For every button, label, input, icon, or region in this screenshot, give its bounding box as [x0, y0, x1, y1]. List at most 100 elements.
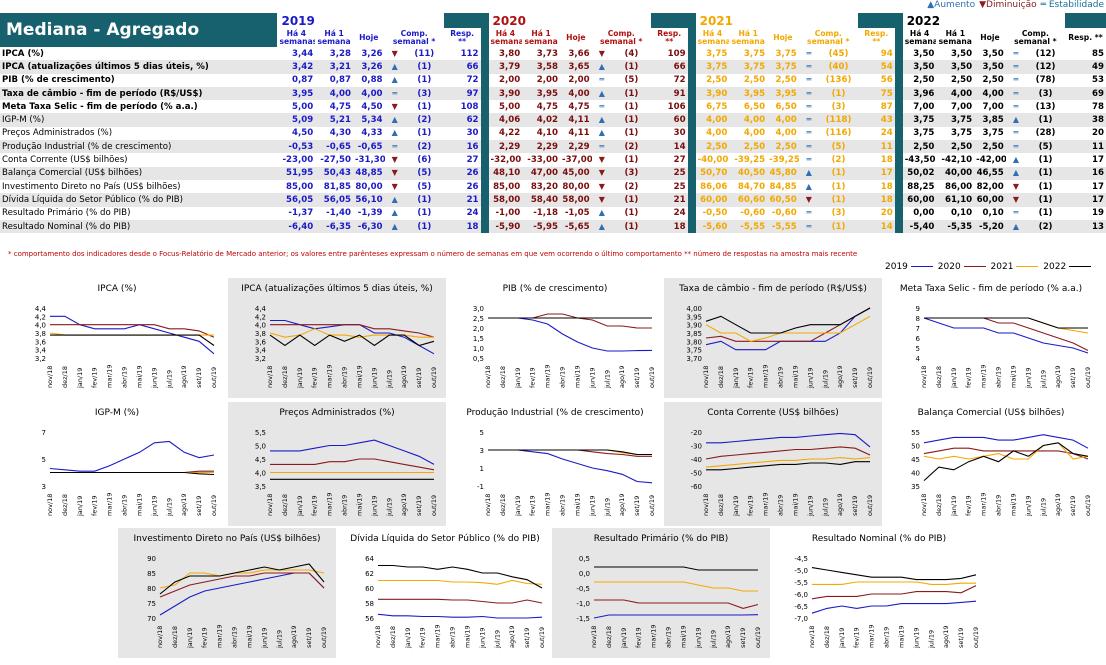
weeks-count: (1): [1038, 181, 1053, 192]
value-1w: 5,21: [329, 115, 351, 126]
responses: 72: [673, 75, 686, 86]
chart-title: IPCA (%): [97, 284, 137, 294]
trend-icon: ▲: [598, 115, 605, 125]
value-1w: -5,95: [533, 221, 558, 232]
y-tick-label: 3,70: [686, 355, 702, 363]
chart-title: IPCA (atualizações últimos 5 dias úteis,…: [241, 284, 433, 294]
value-4w: 50,70: [687, 166, 730, 180]
responses: 27: [466, 155, 479, 166]
weeks-count: (1): [624, 101, 639, 112]
x-tick-label: jan/19: [950, 496, 958, 517]
trend-icon: ▼: [805, 194, 812, 204]
responses: 14: [673, 141, 686, 152]
value-4w: 3,50: [894, 47, 937, 61]
series-line-2020: [924, 317, 1089, 351]
x-tick-label: out/19: [648, 367, 656, 388]
chart-8: Conta Corrente (US$ bilhões) -20 -30 -40 -50…: [664, 402, 882, 526]
legend-up: ▲Aumento: [927, 0, 976, 10]
legend-2019: 2019: [885, 262, 933, 272]
responses: 112: [460, 48, 479, 59]
value-4w: 48,10: [480, 166, 523, 180]
value-4w: 7,00: [894, 100, 937, 114]
value-today: 5,34: [361, 115, 383, 126]
series-line-2020: [159, 572, 325, 598]
col-header-h4: Há 4 semanas: [894, 28, 937, 47]
value-4w: -23,00: [282, 155, 314, 166]
value-4w: 6,75: [687, 100, 730, 114]
value-1w: -1,18: [533, 208, 558, 219]
value-1w: -0,60: [740, 208, 766, 219]
table-row: Dívida Líquida do Setor Público (% do PI…: [0, 193, 1106, 207]
value-1w: 7,00: [950, 101, 973, 112]
value-1w: 2,50: [950, 75, 973, 86]
legend-swatch: [1016, 266, 1039, 267]
value-1w: 4,00: [743, 115, 766, 126]
value-4w: 2,00: [480, 73, 523, 87]
responses: 108: [460, 101, 479, 112]
responses: 87: [880, 101, 893, 112]
trend-icon: ▲: [598, 221, 605, 231]
value-1w: 61,10: [944, 194, 973, 205]
value-today: -5,65: [564, 221, 590, 232]
responses: 17: [1092, 181, 1104, 192]
table-row: Taxa de câmbio - fim de período (R$/US$)…: [0, 86, 1106, 101]
trend-icon: ═: [806, 141, 812, 151]
trend-icon: ▲: [391, 61, 398, 71]
weeks-count: (1): [624, 155, 639, 166]
year-header-2022: 2022: [894, 13, 1065, 28]
chart-5: IGP-M (%) 7 5 3 nov/18 dez/18 jan/19 fev/19 mar/…: [8, 402, 226, 526]
weeks-count: (4): [624, 48, 639, 59]
y-tick-label: 4: [916, 355, 921, 363]
x-tick-label: dez/18: [281, 366, 289, 388]
responses: 38: [1092, 115, 1104, 126]
weeks-count: (12): [1035, 48, 1056, 59]
x-tick-label: jun/19: [588, 367, 596, 389]
trend-icon: ═: [599, 75, 605, 85]
x-tick-label: mai/19: [245, 625, 253, 648]
value-4w: 51,95: [286, 168, 314, 179]
weeks-count: (1): [624, 208, 639, 219]
row-label: Preços Administrados (%): [2, 128, 113, 139]
value-today: 4,11: [568, 128, 590, 139]
responses: 78: [1092, 101, 1104, 112]
responses: 25: [673, 168, 686, 179]
col-header-h1: Há 1 semana: [938, 28, 972, 46]
x-tick-label: jul/19: [603, 370, 611, 389]
col-header-resp: Resp. **: [657, 28, 682, 46]
value-4w: 3,79: [480, 60, 523, 74]
series-line-2020: [705, 446, 871, 460]
trend-icon: ═: [1013, 75, 1019, 85]
row-label: IGP-M (%): [2, 115, 45, 126]
y-tick-label: 4,0: [255, 322, 266, 330]
value-1w: 60,60: [737, 194, 766, 205]
y-tick-label: 3,0: [473, 305, 484, 313]
trend-icon: ═: [1013, 141, 1019, 151]
row-label: Resultado Nominal (% do PIB): [2, 221, 131, 232]
responses: 69: [1092, 88, 1104, 99]
responses: 11: [1092, 141, 1104, 152]
x-tick-label: jul/19: [385, 370, 393, 389]
y-tick-label: -0,5: [576, 585, 590, 593]
x-tick-label: jan/19: [76, 368, 84, 389]
series-line-2021: [594, 581, 758, 592]
chart-title: Dívida Líquida do Setor Público (% do PI…: [350, 534, 540, 544]
x-tick-label: abr/19: [121, 367, 129, 388]
y-tick-label: 60: [365, 585, 374, 593]
responses: 24: [880, 128, 893, 139]
table-row: Produção Industrial (% de crescimento) -0…: [0, 140, 1106, 154]
value-1w: 3,75: [950, 128, 973, 139]
y-tick-label: 3,95: [686, 313, 702, 321]
x-tick-label: ago/19: [180, 365, 188, 388]
value-today: -1,05: [564, 208, 590, 219]
y-tick-label: 0,5: [579, 555, 590, 563]
trend-icon: ═: [806, 75, 812, 85]
x-tick-label: mar/19: [434, 625, 442, 648]
value-1w: 56,05: [323, 194, 351, 205]
legend-swatch: [963, 266, 986, 267]
chart-4: Meta Taxa Selic - fim de período (% a.a.…: [882, 278, 1100, 398]
responses: 66: [466, 61, 479, 72]
x-tick-label: dez/18: [281, 494, 289, 516]
series-line-2022: [811, 567, 977, 581]
